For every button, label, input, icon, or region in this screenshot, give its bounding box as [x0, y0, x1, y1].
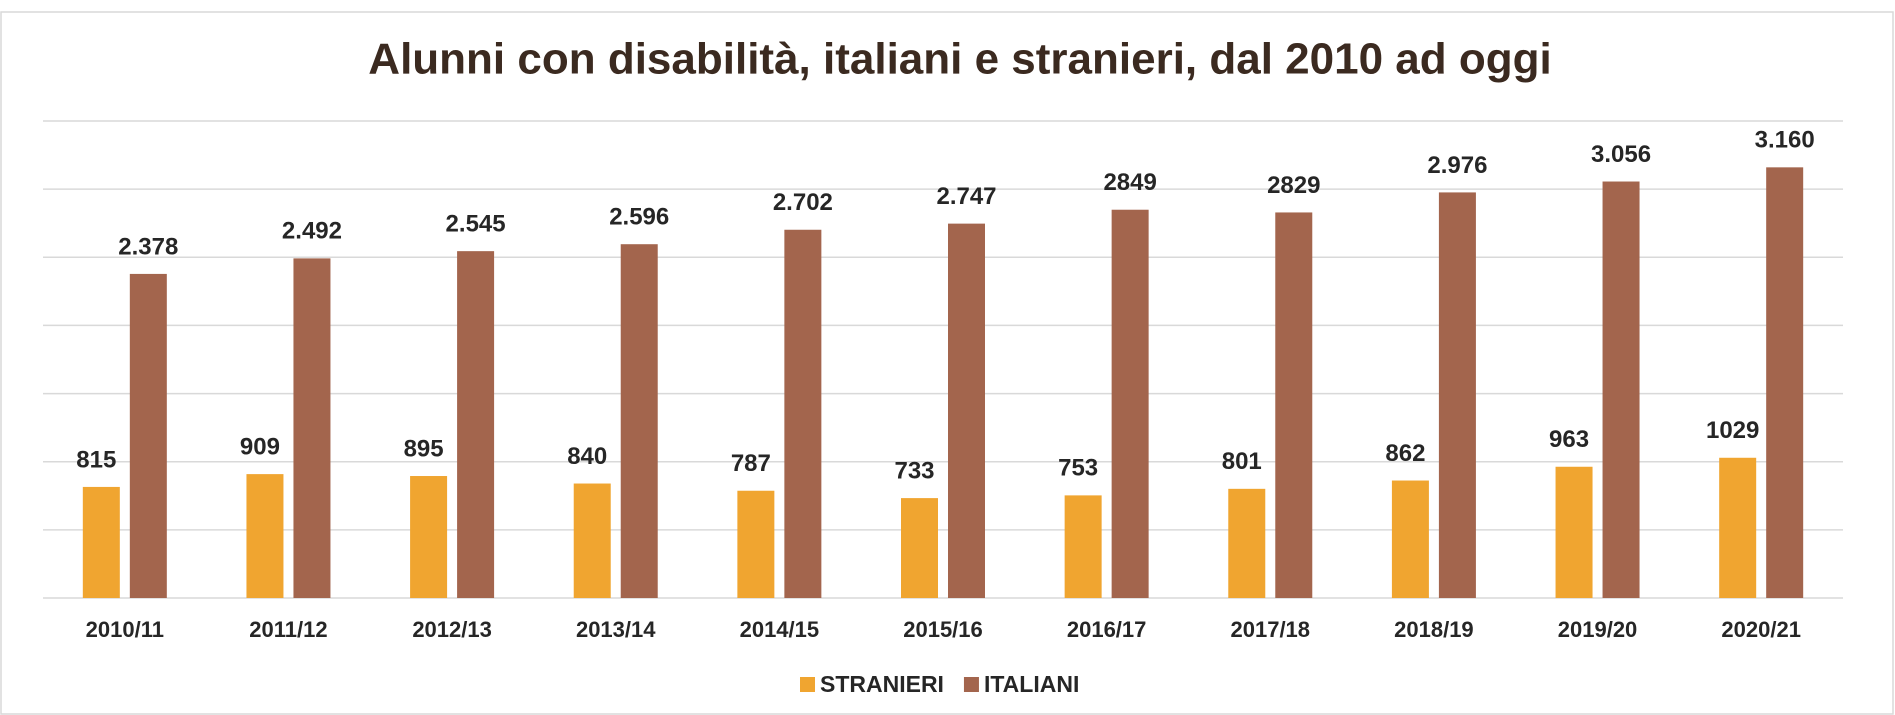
bar: [82, 486, 120, 598]
bar: [457, 251, 495, 598]
data-label: 3.160: [1755, 127, 1815, 154]
data-label: 2.378: [118, 233, 178, 260]
bar: [1719, 457, 1757, 598]
legend-swatch: [800, 677, 815, 692]
bar: [901, 498, 938, 598]
data-label: 801: [1222, 448, 1262, 475]
x-tick-label: 2017/18: [1231, 617, 1311, 642]
legend-label: STRANIERI: [820, 671, 944, 697]
data-label: 3.056: [1591, 141, 1651, 168]
x-tick-label: 2012/13: [412, 617, 492, 642]
data-label: 963: [1549, 426, 1589, 453]
x-tick-label: 2016/17: [1067, 617, 1147, 642]
x-tick-label: 2020/21: [1721, 617, 1801, 642]
bar: [620, 244, 658, 599]
data-label: 2.702: [773, 189, 833, 216]
x-tick-label: 2011/12: [249, 617, 327, 642]
data-label: 1029: [1706, 417, 1759, 444]
bar: [410, 476, 448, 598]
x-tick-label: 2013/14: [576, 617, 656, 642]
bar: [1064, 495, 1102, 598]
data-label: 909: [240, 433, 280, 460]
bar: [1275, 212, 1313, 599]
bar: [573, 483, 611, 598]
data-label: 733: [894, 457, 934, 484]
bar: [129, 273, 167, 598]
x-tick-label: 2015/16: [903, 617, 983, 642]
data-label: 2.596: [609, 204, 669, 231]
bar: [948, 223, 985, 598]
data-label: 753: [1058, 455, 1098, 482]
bar: [784, 229, 822, 599]
bar: [1766, 167, 1804, 598]
x-tick-label: 2010/11: [86, 617, 164, 642]
data-label: 862: [1385, 440, 1425, 467]
x-tick-label: 2019/20: [1558, 617, 1638, 642]
bar: [1228, 488, 1266, 598]
data-label: 840: [567, 443, 607, 470]
legend-swatch: [963, 677, 979, 692]
bar: [293, 258, 331, 598]
bar: [1438, 192, 1476, 599]
data-label: 2.976: [1427, 152, 1487, 179]
data-label: 2829: [1267, 172, 1320, 199]
data-label: 787: [731, 450, 771, 477]
bar: [737, 490, 775, 598]
x-tick-label: 2014/15: [740, 617, 820, 642]
data-label: 2.545: [446, 210, 506, 237]
bar: [1391, 480, 1429, 598]
bar: [1111, 209, 1149, 599]
bar: [1602, 181, 1640, 598]
data-label: 815: [76, 446, 116, 473]
legend-label: ITALIANI: [984, 671, 1079, 697]
bar: [246, 474, 284, 598]
data-label: 2.747: [936, 183, 996, 210]
chart-title: Alunni con disabilità, italiani e strani…: [368, 35, 1551, 84]
x-tick-label: 2018/19: [1394, 617, 1474, 642]
data-label: 2849: [1103, 169, 1156, 196]
data-label: 2.492: [282, 218, 342, 245]
bar: [1555, 466, 1593, 598]
data-label: 895: [404, 435, 444, 462]
